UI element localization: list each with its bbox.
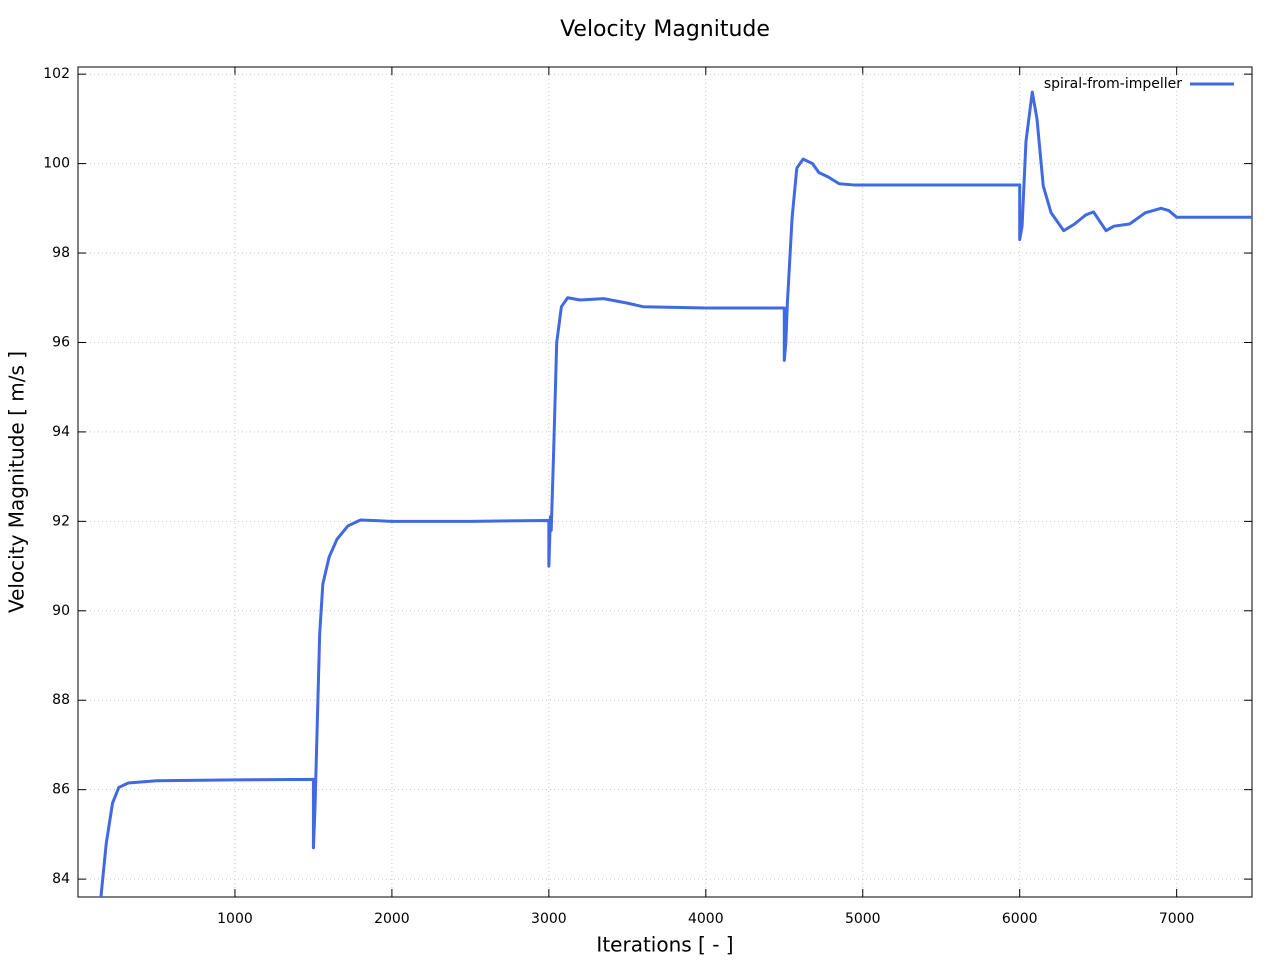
x-tick-label: 3000 [531,911,567,927]
y-tick-label: 100 [43,156,70,172]
x-tick-label: 5000 [845,911,881,927]
chart-title: Velocity Magnitude [560,17,770,42]
y-tick-label: 86 [52,782,70,798]
y-tick-label: 98 [52,245,70,261]
y-tick-label: 92 [52,513,70,529]
y-axis-label: Velocity Magnitude [ m/s ] [5,351,29,613]
y-tick-label: 96 [52,334,70,350]
x-tick-label: 2000 [374,911,410,927]
y-tick-label: 90 [52,603,70,619]
y-tick-label: 88 [52,692,70,708]
legend-label: spiral-from-impeller [1044,76,1182,92]
x-tick-label: 4000 [688,911,724,927]
data-line [99,90,1252,897]
x-tick-label: 7000 [1159,911,1195,927]
x-axis-label: Iterations [ - ] [596,933,733,957]
y-tick-label: 84 [52,871,70,887]
y-tick-label: 102 [43,66,70,82]
x-tick-label: 1000 [217,911,253,927]
x-tick-label: 6000 [1002,911,1038,927]
y-tick-label: 94 [52,424,70,440]
plot-frame [77,66,1253,898]
